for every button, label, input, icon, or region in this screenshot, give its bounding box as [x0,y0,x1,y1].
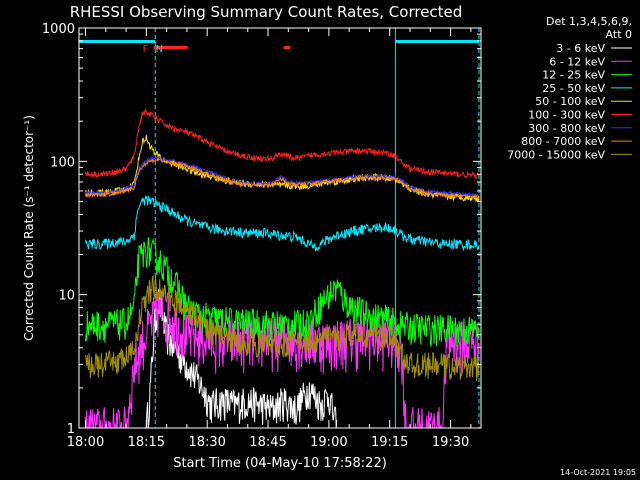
footer-date: 14-Oct-2021 19:05 [560,468,636,477]
y-tick-label: 1 [67,422,75,437]
legend-label: 12 - 25 keV [542,69,605,82]
x-tick-label: 18:30 [188,435,225,450]
legend-label: 3 - 6 keV [556,42,605,55]
series-line [85,155,479,198]
series-line [85,194,480,252]
y-axis-label: Corrected Count Rate (s⁻¹ detector⁻¹) [22,115,36,341]
y-tick-label: 1000 [42,22,75,37]
legend-label: 6 - 12 keV [549,55,605,68]
legend-header-line-1: Det 1,3,4,5,6,9, [546,15,632,28]
legend-label: 300 - 800 keV [528,122,605,135]
flag-label: F [143,44,149,55]
legend-label: 50 - 100 keV [535,95,605,108]
flare-bar [153,46,188,49]
series-layer [85,108,480,428]
plot-frame [78,27,482,429]
legend-label: 800 - 7000 keV [521,135,605,148]
series-line [85,275,480,382]
flare-bar [283,46,291,49]
flag-label: N [156,44,163,55]
series-line [85,157,480,200]
night-bar [395,40,479,43]
series-line [85,108,480,180]
chart-title: RHESSI Observing Summary Count Rates, Co… [70,3,463,21]
x-tick-label: 19:15 [371,435,408,450]
y-tick-label: 100 [50,155,75,170]
series-line [85,237,480,348]
series-line [85,291,480,428]
y-tick-label: 10 [58,289,75,304]
x-tick-label: 19:00 [310,435,347,450]
x-tick-label: 19:30 [432,435,469,450]
night-bar [79,40,156,43]
legend-label: 100 - 300 keV [528,109,605,122]
x-tick-label: 18:45 [249,435,286,450]
x-axis-label: Start Time (04-May-10 17:58:22) [173,456,387,471]
legend-label: 7000 - 15000 keV [507,148,605,161]
x-tick-label: 18:00 [67,435,104,450]
x-tick-label: 18:15 [128,435,165,450]
legend-header-line-2: Att 0 [606,28,632,41]
series-line [145,289,338,428]
legend-label: 25 - 50 keV [542,82,605,95]
axes: 18:00 18:15 18:30 18:45 19:00 19:15 19:30 1 10 10… [42,22,481,450]
